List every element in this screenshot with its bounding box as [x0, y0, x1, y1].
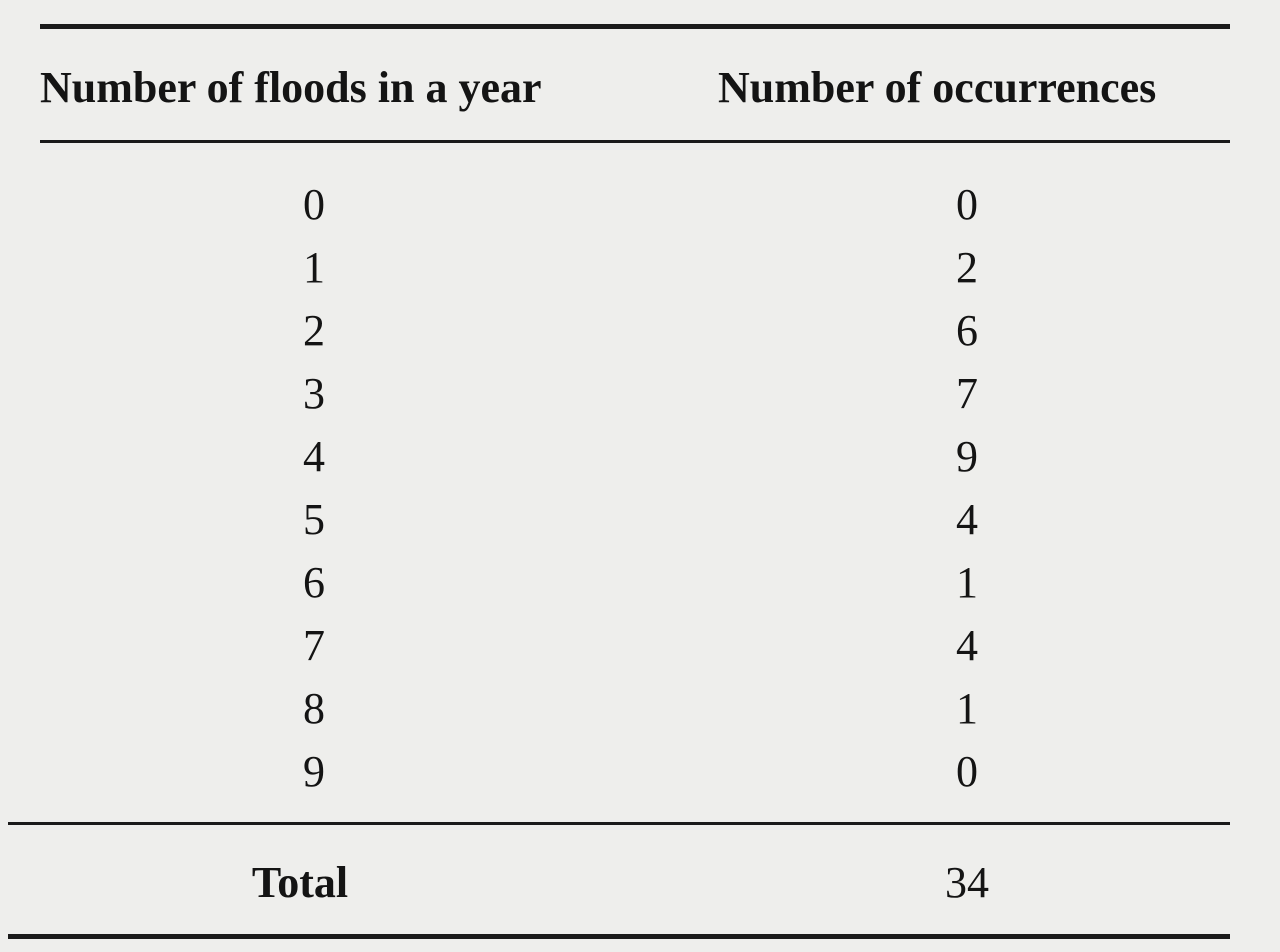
cell-occurrences: 2 — [956, 243, 978, 292]
cell-occurrences: 7 — [956, 369, 978, 418]
cell-occurrences: 0 — [956, 180, 978, 229]
column-header-occurrences: Number of occurrences — [718, 63, 1157, 112]
total-value: 34 — [945, 858, 989, 907]
table-bottom-rule — [8, 934, 1230, 939]
cell-occurrences: 0 — [956, 747, 978, 796]
total-label: Total — [251, 858, 349, 907]
cell-floods: 6 — [303, 558, 325, 607]
cell-floods: 2 — [303, 306, 325, 355]
cell-floods: 1 — [303, 243, 325, 292]
cell-occurrences: 6 — [956, 306, 978, 355]
cell-floods: 5 — [303, 495, 325, 544]
column-header-floods: Number of floods in a year — [40, 63, 542, 112]
cell-occurrences: 4 — [956, 621, 978, 670]
cell-floods: 7 — [303, 621, 325, 670]
table-top-rule — [40, 24, 1230, 29]
cell-floods: 0 — [303, 180, 325, 229]
cell-occurrences: 4 — [956, 495, 978, 544]
cell-floods: 3 — [303, 369, 325, 418]
header-rule — [40, 140, 1230, 143]
cell-floods: 9 — [303, 747, 325, 796]
cell-occurrences: 1 — [956, 684, 978, 733]
total-rule — [8, 822, 1230, 825]
cell-floods: 4 — [303, 432, 325, 481]
cell-floods: 8 — [303, 684, 325, 733]
cell-occurrences: 1 — [956, 558, 978, 607]
cell-occurrences: 9 — [956, 432, 978, 481]
